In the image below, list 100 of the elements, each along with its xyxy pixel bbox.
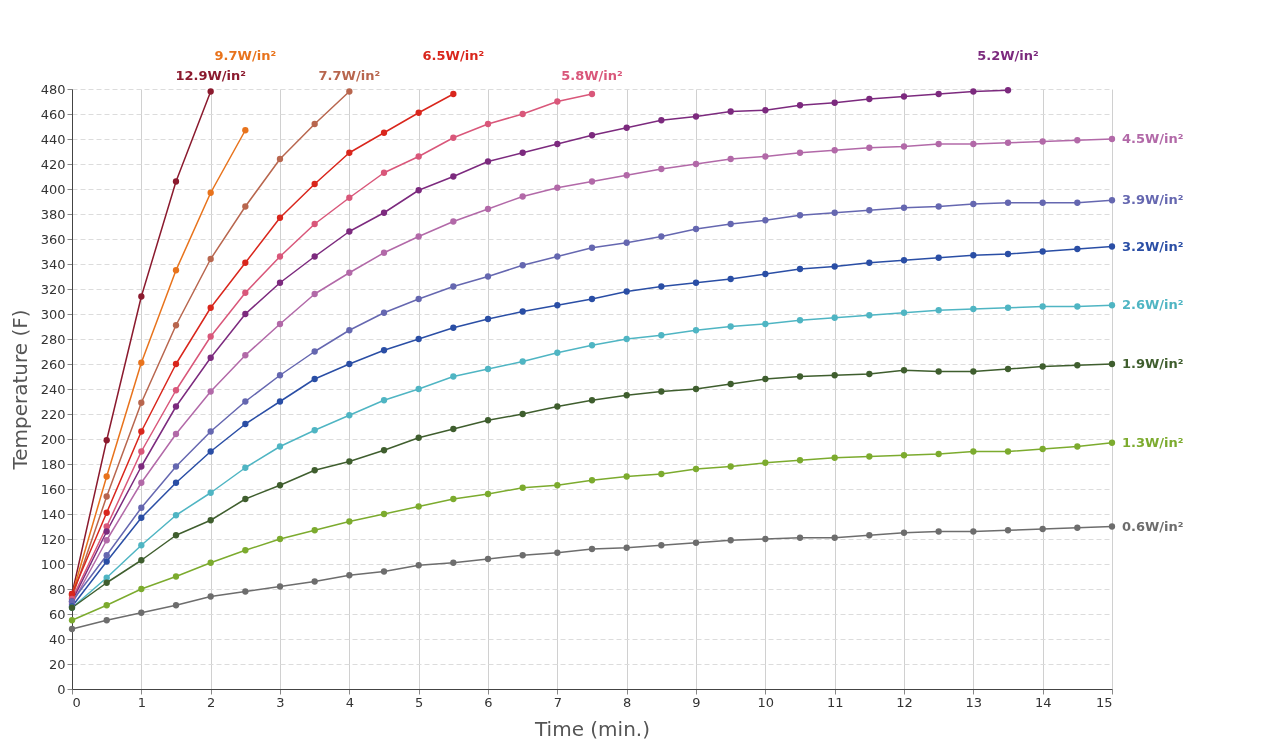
point bbox=[311, 348, 318, 355]
point bbox=[554, 184, 561, 191]
point bbox=[1004, 365, 1012, 373]
point bbox=[623, 335, 630, 343]
x-tick-label: 0 bbox=[72, 694, 81, 710]
point bbox=[172, 479, 180, 486]
point bbox=[1108, 360, 1116, 368]
point bbox=[346, 360, 353, 368]
point bbox=[692, 465, 700, 473]
point bbox=[346, 269, 353, 276]
point bbox=[242, 547, 249, 554]
point bbox=[1039, 199, 1046, 206]
point bbox=[762, 270, 769, 278]
point bbox=[519, 358, 526, 365]
point bbox=[103, 537, 110, 544]
point bbox=[1108, 302, 1116, 309]
point bbox=[519, 308, 526, 315]
point bbox=[658, 233, 665, 240]
point bbox=[1004, 139, 1012, 146]
point bbox=[762, 153, 769, 160]
point bbox=[346, 327, 353, 334]
point bbox=[588, 132, 596, 139]
point bbox=[484, 273, 492, 280]
point bbox=[658, 332, 665, 339]
point bbox=[207, 428, 214, 435]
point bbox=[242, 420, 249, 428]
text: 6.5W/in² bbox=[422, 48, 485, 63]
point bbox=[900, 452, 908, 459]
point bbox=[103, 574, 110, 581]
point bbox=[1074, 443, 1081, 450]
point bbox=[138, 557, 145, 564]
y-tick-label: 360 bbox=[40, 231, 66, 247]
y-tick-label: 20 bbox=[48, 656, 66, 672]
point bbox=[762, 375, 769, 383]
point bbox=[623, 392, 630, 399]
point bbox=[554, 253, 561, 260]
point bbox=[450, 173, 457, 180]
point bbox=[727, 323, 734, 330]
point bbox=[831, 372, 838, 379]
y-tick-label: 280 bbox=[40, 331, 66, 347]
point bbox=[588, 342, 596, 349]
point bbox=[831, 454, 838, 461]
series-label: 1.9W/in² bbox=[1122, 356, 1184, 371]
point bbox=[207, 333, 214, 340]
point bbox=[138, 463, 145, 470]
point bbox=[1039, 445, 1046, 453]
point bbox=[1074, 362, 1081, 369]
point bbox=[970, 140, 977, 148]
point bbox=[623, 288, 630, 295]
point bbox=[68, 625, 76, 633]
point bbox=[519, 552, 526, 559]
point bbox=[935, 368, 942, 375]
point bbox=[103, 617, 110, 624]
point bbox=[172, 430, 180, 438]
point bbox=[311, 253, 318, 260]
x-tick-label: 14 bbox=[1034, 694, 1052, 710]
point bbox=[207, 255, 214, 263]
point bbox=[935, 203, 942, 210]
point bbox=[935, 90, 942, 98]
point bbox=[796, 265, 804, 273]
point bbox=[172, 463, 180, 470]
series-label: 5.8W/in² bbox=[561, 68, 623, 83]
point bbox=[207, 593, 214, 600]
point bbox=[1039, 525, 1046, 533]
point bbox=[311, 578, 318, 585]
point bbox=[172, 532, 180, 539]
point bbox=[831, 263, 838, 270]
y-tick-label: 380 bbox=[40, 206, 66, 222]
point bbox=[623, 239, 630, 246]
point bbox=[380, 347, 388, 354]
point bbox=[727, 380, 734, 388]
point bbox=[1074, 137, 1081, 144]
y-tick-label: 140 bbox=[40, 506, 66, 522]
point bbox=[242, 310, 249, 318]
point bbox=[346, 228, 353, 235]
x-tick-label: 11 bbox=[826, 694, 844, 710]
point bbox=[623, 124, 630, 131]
point bbox=[242, 289, 249, 296]
point bbox=[658, 542, 665, 549]
point bbox=[866, 453, 873, 460]
y-tick-label: 320 bbox=[40, 281, 66, 297]
y-tick-label: 220 bbox=[40, 406, 66, 422]
point bbox=[380, 169, 388, 176]
point bbox=[970, 368, 977, 375]
x-tick-label: 9 bbox=[692, 694, 701, 710]
point bbox=[796, 149, 804, 156]
x-tick-label: 15 bbox=[1095, 694, 1113, 710]
point bbox=[380, 447, 388, 454]
point bbox=[450, 425, 457, 433]
x-axis-title: Time (min.) bbox=[534, 716, 650, 741]
point bbox=[796, 212, 804, 219]
point bbox=[484, 315, 492, 323]
point bbox=[866, 312, 873, 319]
point bbox=[276, 155, 284, 163]
point bbox=[900, 529, 908, 536]
point bbox=[866, 207, 873, 214]
point bbox=[276, 398, 284, 405]
point bbox=[346, 572, 353, 579]
point bbox=[415, 109, 422, 116]
point bbox=[519, 193, 526, 200]
